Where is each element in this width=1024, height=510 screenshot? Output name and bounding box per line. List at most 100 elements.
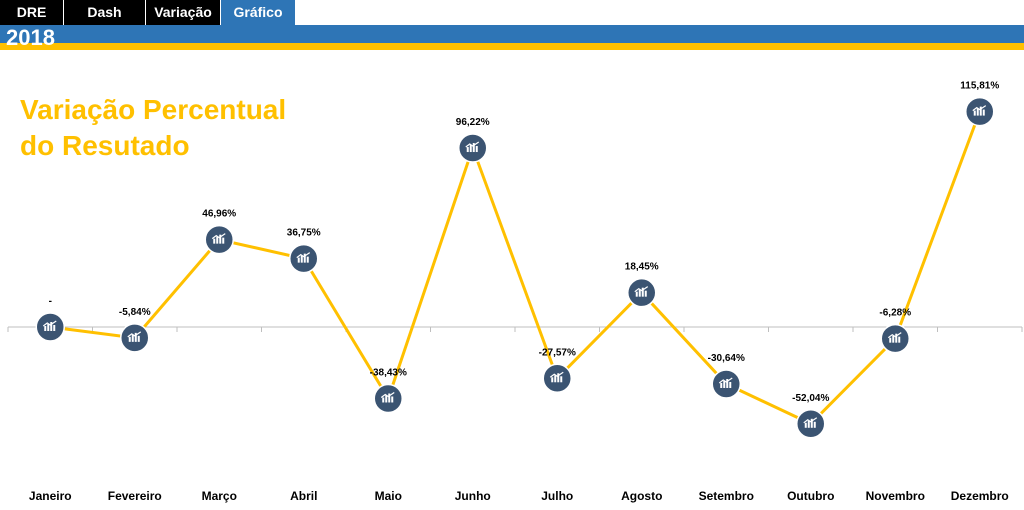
- chart-icon: [42, 320, 57, 331]
- icon-trend: [211, 233, 226, 240]
- icon-bar: [131, 334, 134, 342]
- data-point-marker: [542, 363, 572, 394]
- icon-bar: [976, 108, 979, 116]
- data-point-marker: [289, 243, 319, 274]
- icon-bar: [300, 255, 303, 263]
- data-label: -52,04%: [792, 393, 829, 404]
- data-label: -38,43%: [370, 367, 407, 378]
- chart-icon: [634, 286, 649, 297]
- tab-dash[interactable]: Dash: [64, 0, 146, 25]
- icon-bar: [219, 234, 222, 244]
- icon-bar: [979, 106, 982, 116]
- icon-bar: [213, 238, 216, 244]
- icon-trend: [803, 417, 818, 424]
- icon-bar: [216, 236, 219, 244]
- icon-trend: [549, 371, 564, 378]
- icon-trend: [296, 252, 311, 259]
- data-point-marker: [204, 224, 234, 255]
- tab-variacao[interactable]: Variação: [146, 0, 221, 25]
- series-line: [50, 111, 982, 426]
- icon-bar: [50, 322, 53, 331]
- icon-bar: [720, 382, 723, 388]
- accent-stripe: [0, 43, 1024, 50]
- chart-icon: [549, 371, 564, 383]
- icon-bar: [729, 381, 732, 388]
- chart-icon: [887, 332, 902, 343]
- icon-trend: [380, 391, 395, 398]
- year-label: 2018: [6, 25, 55, 50]
- data-label: -27,57%: [539, 347, 576, 358]
- icon-trend: [887, 332, 902, 339]
- icon-bar: [475, 146, 478, 153]
- icon-trend: [718, 377, 733, 384]
- icon-bar: [726, 378, 729, 388]
- icon-bar: [297, 257, 300, 263]
- icon-bar: [47, 324, 50, 331]
- x-tick-label: Setembro: [699, 489, 754, 503]
- data-point-marker: [627, 277, 657, 308]
- icon-bar: [128, 336, 131, 342]
- icon-bar: [554, 375, 557, 383]
- icon-bar: [982, 109, 985, 116]
- data-label: 18,45%: [625, 262, 659, 273]
- icon-bar: [973, 110, 976, 116]
- icon-bar: [137, 335, 140, 342]
- icon-bar: [895, 333, 898, 343]
- icon-bar: [807, 420, 810, 428]
- icon-bar: [557, 373, 560, 383]
- chart-icon: [803, 417, 818, 428]
- chart-title-line-2: do Resutado: [20, 130, 190, 161]
- chart-icon: [211, 233, 226, 244]
- data-point-marker: [373, 383, 403, 414]
- data-point-marker: [458, 133, 488, 163]
- x-tick-label: Abril: [290, 489, 317, 503]
- icon-bar: [641, 287, 644, 297]
- icon-trend: [972, 105, 987, 112]
- icon-bar: [644, 290, 647, 297]
- chart-icon: [127, 331, 142, 342]
- x-tick-label: Agosto: [621, 489, 662, 503]
- icon-trend: [42, 320, 57, 327]
- icon-bar: [391, 396, 394, 403]
- data-point-marker: [880, 323, 910, 354]
- x-tick-label: Julho: [541, 489, 573, 503]
- chart-icon: [296, 252, 311, 263]
- chart-title-line-1: Variação Percentual: [20, 94, 287, 125]
- data-label: -6,28%: [879, 308, 911, 319]
- tab-dre[interactable]: DRE: [0, 0, 64, 25]
- data-point-marker: [965, 96, 995, 127]
- icon-bar: [306, 256, 309, 263]
- chart-icon: [972, 105, 987, 116]
- icon-bar: [810, 418, 813, 428]
- icon-bar: [635, 291, 638, 297]
- x-tick-label: Dezembro: [951, 489, 1009, 503]
- icon-bar: [551, 377, 554, 383]
- icon-bar: [472, 143, 475, 153]
- icon-bar: [53, 325, 56, 331]
- icon-bar: [889, 337, 892, 343]
- icon-bar: [804, 422, 807, 428]
- icon-bar: [385, 395, 388, 403]
- chart-icon: [718, 377, 733, 388]
- data-point-marker: [120, 323, 150, 353]
- icon-trend: [634, 286, 649, 293]
- header-band: [0, 25, 1024, 43]
- data-label: -30,64%: [708, 353, 745, 364]
- data-point-marker: [35, 312, 65, 342]
- data-label: 46,96%: [202, 209, 236, 220]
- data-label: 115,81%: [960, 81, 999, 92]
- x-tick-label: Fevereiro: [108, 489, 162, 503]
- icon-bar: [222, 237, 225, 244]
- tab-grafico[interactable]: Gráfico: [221, 0, 295, 25]
- icon-trend: [127, 331, 142, 338]
- icon-bar: [892, 335, 895, 343]
- icon-bar: [723, 380, 726, 388]
- x-tick-label: Outubro: [787, 489, 834, 503]
- data-label: -5,84%: [119, 307, 151, 318]
- x-tick-label: Janeiro: [29, 489, 72, 503]
- data-label: -: [49, 296, 52, 307]
- icon-bar: [44, 326, 47, 331]
- icon-bar: [466, 147, 469, 153]
- icon-bar: [813, 421, 816, 428]
- chart-icon: [465, 141, 480, 153]
